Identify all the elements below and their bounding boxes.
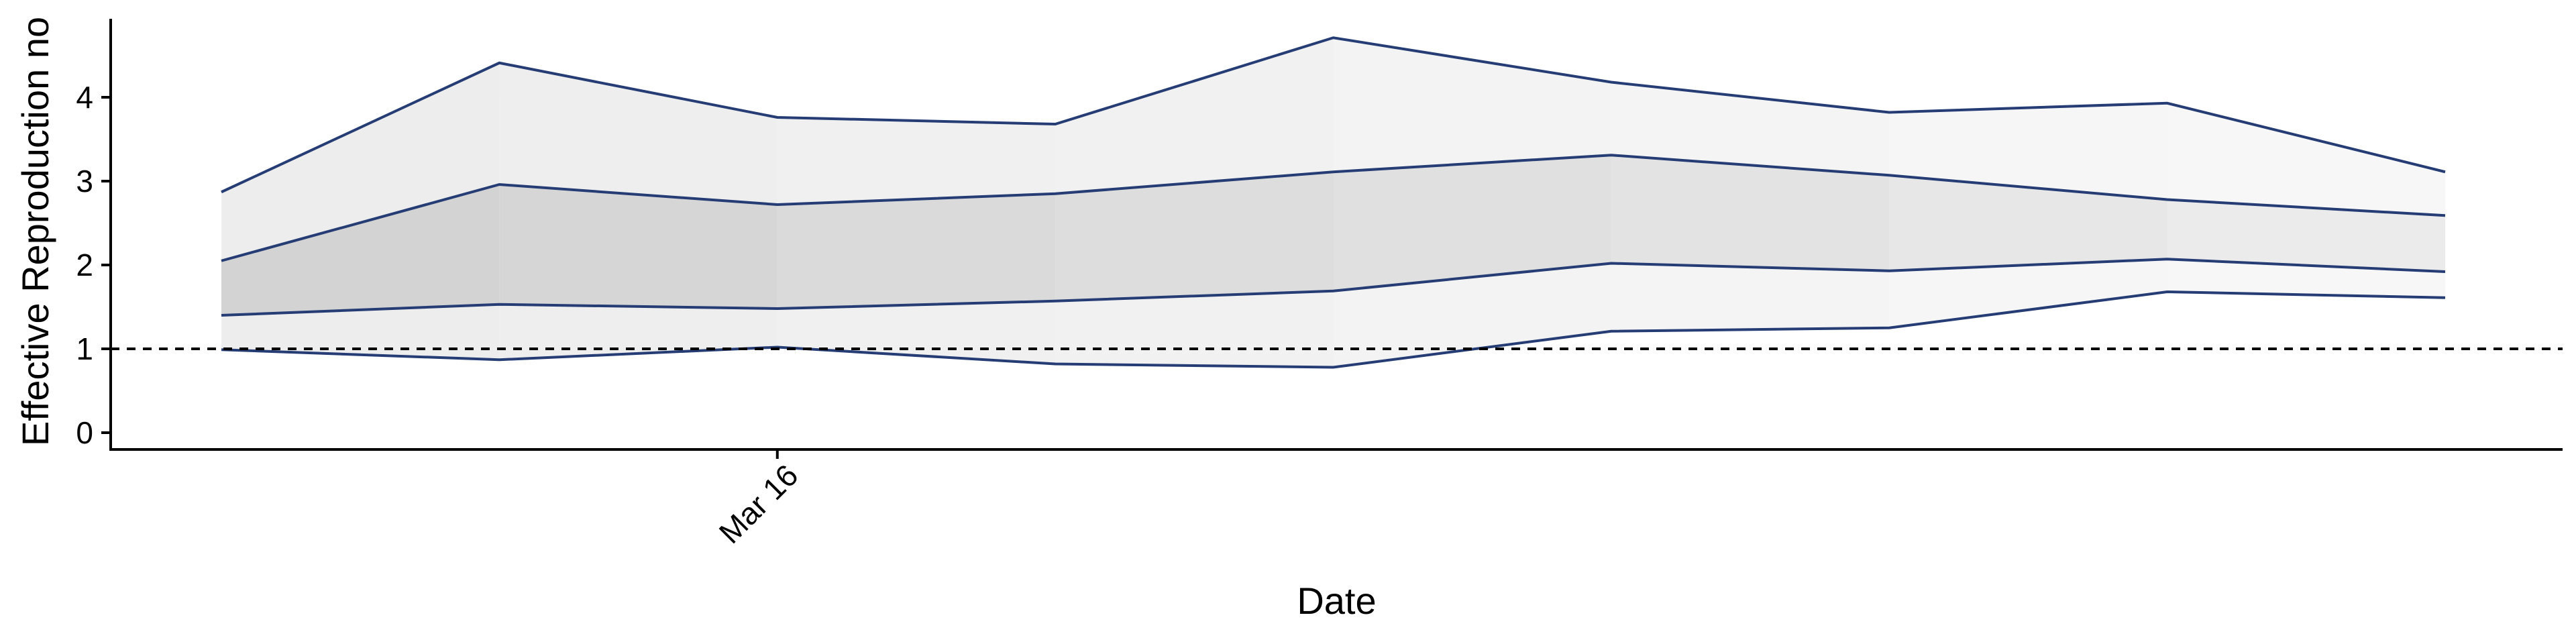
inner-band-segment [1055, 172, 1334, 301]
y-tick-label: 3 [76, 164, 93, 199]
inner-band-segment [1889, 175, 2167, 271]
y-tick-label: 0 [76, 415, 93, 450]
series-line-3 [221, 154, 2446, 262]
series-lines [221, 36, 2446, 369]
y-tick-label: 2 [76, 248, 93, 282]
x-axis-label: Date [1297, 580, 1376, 622]
y-axis-label: Effective Reproduction no [14, 17, 56, 446]
y-tick-label: 4 [76, 80, 93, 115]
inner-band-segment [777, 193, 1056, 309]
inner-band-segment [221, 184, 500, 315]
outer-band-segment [2167, 103, 2445, 298]
series-line-4 [221, 36, 2446, 194]
x-axis-ticks: Mar 16 [712, 449, 805, 550]
inner-band-segment [1333, 155, 1611, 291]
uncertainty-bands [221, 38, 2445, 368]
y-tick-label: 1 [76, 331, 93, 366]
inner-band-segment [499, 184, 777, 309]
y-axis-ticks: 0 1 2 3 4 [76, 80, 111, 450]
inner-band-segment [1611, 155, 1890, 271]
outer-band-segment [1889, 103, 2167, 328]
inner-band-segment [2167, 199, 2445, 272]
x-tick-label: Mar 16 [712, 458, 805, 550]
series-line-2 [221, 258, 2446, 317]
series-line-1 [221, 290, 2446, 369]
